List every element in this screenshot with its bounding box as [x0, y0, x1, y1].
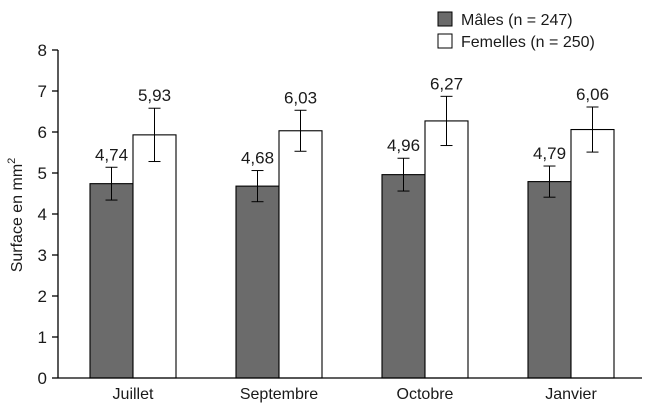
x-axis: Juillet Septembre Octobre Janvier [58, 377, 642, 403]
y-axis-label-text: Surface en mm [9, 164, 26, 272]
bar-females [278, 130, 323, 379]
y-tick-label: 0 [38, 369, 47, 388]
x-tick-label: Janvier [545, 386, 597, 403]
bar-value-label: 6,03 [284, 88, 317, 107]
y-tick-label: 5 [38, 164, 47, 183]
x-tick-label: Octobre [397, 386, 454, 403]
legend-swatch [437, 33, 453, 49]
bar-value-label: 4,79 [533, 144, 566, 163]
y-tick-label: 2 [38, 287, 47, 306]
y-tick-label: 1 [38, 328, 47, 347]
y-axis-label-superscript: 2 [6, 158, 18, 164]
y-tick-label: 3 [38, 246, 47, 265]
bars: 4,74 5,93 4,68 6,03 4,96 6,27 4,79 6,06 [89, 74, 615, 379]
bar-males [235, 185, 280, 379]
bar-females [570, 128, 615, 379]
y-axis-label: Surface en mm2 [6, 158, 26, 273]
legend: Mâles (n = 247) Femelles (n = 250) [437, 11, 595, 51]
y-tick-label: 4 [38, 205, 47, 224]
y-axis: 0 1 2 3 4 5 6 7 8 [38, 41, 59, 388]
bar-females [132, 134, 177, 379]
x-tick-label: Septembre [240, 386, 318, 403]
legend-label: Femelles (n = 250) [461, 34, 595, 51]
bar-value-label: 6,06 [576, 85, 609, 104]
bar-value-label: 4,96 [387, 136, 420, 155]
x-tick-label: Juillet [113, 386, 154, 403]
bar-value-label: 5,93 [138, 86, 171, 105]
legend-label: Mâles (n = 247) [461, 12, 573, 29]
bar-value-label: 6,27 [430, 74, 463, 93]
bar-males [527, 181, 572, 379]
bar-males [89, 183, 134, 379]
y-tick-label: 6 [38, 123, 47, 142]
y-tick-label: 7 [38, 82, 47, 101]
bar-females [424, 120, 469, 379]
bar-value-label: 4,68 [241, 149, 274, 168]
y-tick-label: 8 [38, 41, 47, 60]
legend-swatch [437, 11, 453, 27]
bar-males [381, 174, 426, 379]
bar-value-label: 4,74 [95, 145, 128, 164]
